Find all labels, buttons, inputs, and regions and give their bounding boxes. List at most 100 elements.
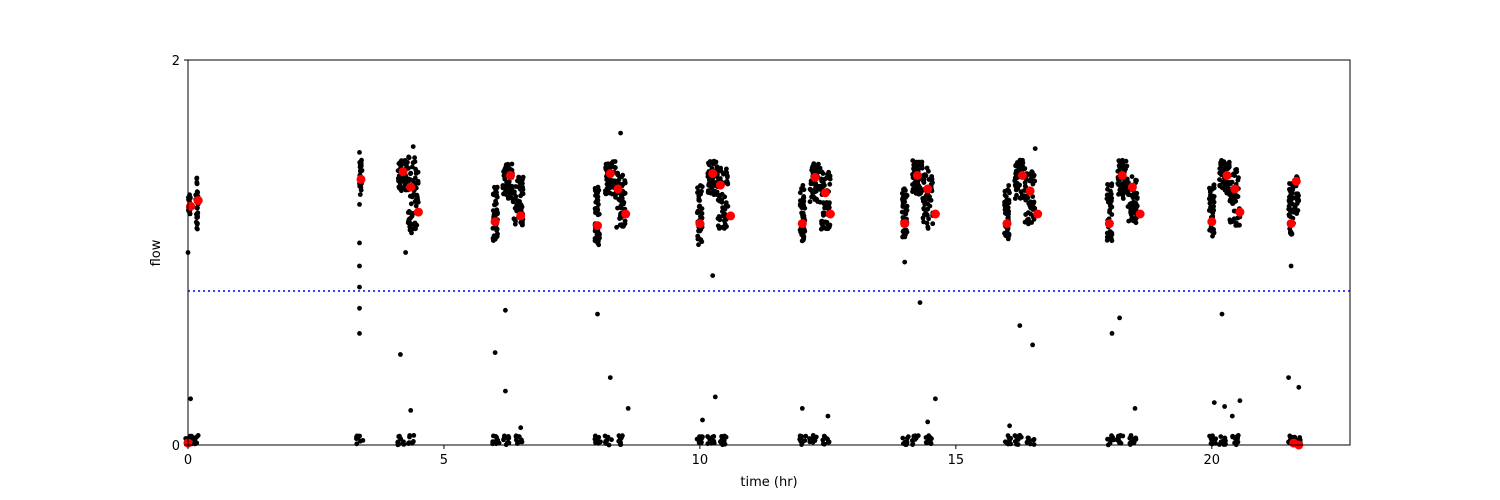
mean-point [1207,217,1217,227]
data-point [414,180,419,186]
data-point [822,219,828,225]
mean-point [912,171,922,180]
data-point [801,195,807,201]
y-axis-label: flow [149,239,164,266]
data-point [604,437,610,443]
data-point [408,171,413,177]
data-point [616,177,622,183]
data-point-outlier [195,433,201,438]
data-point [502,433,507,439]
x-tick-label: 0 [184,453,192,468]
data-point [722,433,727,439]
y-tick-label: 0 [172,439,180,454]
mean-point [1002,219,1012,229]
mean-point [695,219,705,229]
data-point [1207,196,1212,202]
data-point-outlier [1296,384,1302,390]
y-tick-label: 2 [172,54,180,69]
data-point-outlier [933,396,938,402]
data-point [1018,195,1023,201]
data-point-outlier [1117,315,1122,321]
data-point [1115,181,1121,186]
data-point [405,210,411,215]
mean-point [708,169,718,179]
data-point [920,215,926,221]
data-point [411,433,417,438]
data-point-outlier [700,417,705,423]
data-point [1209,208,1214,214]
data-point-outlier [618,130,623,136]
data-point [410,160,416,166]
data-point [1109,204,1115,210]
data-point [188,195,193,201]
data-point [827,181,833,187]
data-point [904,203,910,209]
data-point [511,191,517,196]
data-point [517,439,523,445]
data-point [607,183,612,189]
mean-point [1230,184,1240,194]
data-point [595,229,600,235]
data-point [711,190,717,195]
data-point [397,185,402,191]
data-point [710,184,716,189]
data-point [518,193,523,199]
data-point [802,205,808,211]
data-point [1104,196,1110,202]
data-point [592,433,598,439]
mean-point [406,182,416,192]
data-point [1117,440,1122,446]
data-point [1023,197,1029,203]
mean-point [356,174,366,184]
data-point [1232,436,1238,441]
data-point [799,186,804,191]
data-point [596,187,602,193]
data-point [605,162,610,168]
data-point-outlier [408,408,414,413]
data-point [194,440,200,446]
data-point [502,173,507,178]
data-point [1005,236,1011,242]
data-point [901,232,907,238]
mean-point [1025,186,1035,196]
data-point [609,437,614,443]
data-point [699,188,704,194]
data-point [413,203,419,209]
data-point [1031,216,1037,222]
data-point [1292,204,1298,210]
data-point-outlier [799,406,805,411]
data-point [801,227,807,233]
mean-point [398,167,408,177]
data-point [602,433,608,439]
data-point [718,168,724,174]
data-point [722,221,728,227]
mean-point [1104,219,1114,229]
data-point-outlier [492,350,498,355]
data-point [1119,162,1125,167]
data-point [915,182,921,188]
data-point [1287,194,1292,200]
data-point [807,199,813,205]
data-point [1108,236,1114,241]
data-point [912,433,918,439]
data-point [622,178,628,184]
data-point [1286,203,1292,209]
data-point [511,216,517,222]
data-point-outlier [357,284,362,290]
data-point [407,193,413,199]
data-point [596,211,602,217]
data-point-outlier [503,307,508,313]
data-point [716,193,722,199]
data-point [608,164,614,170]
data-point [1133,436,1139,442]
data-point [408,201,414,207]
data-point [1124,163,1130,169]
data-point [593,207,598,212]
data-point [718,440,724,446]
data-point [797,436,803,442]
data-point-outlier [710,273,716,278]
mean-point [1235,207,1245,217]
mean-point [413,207,423,217]
data-point [410,164,415,170]
data-point [1217,170,1223,176]
